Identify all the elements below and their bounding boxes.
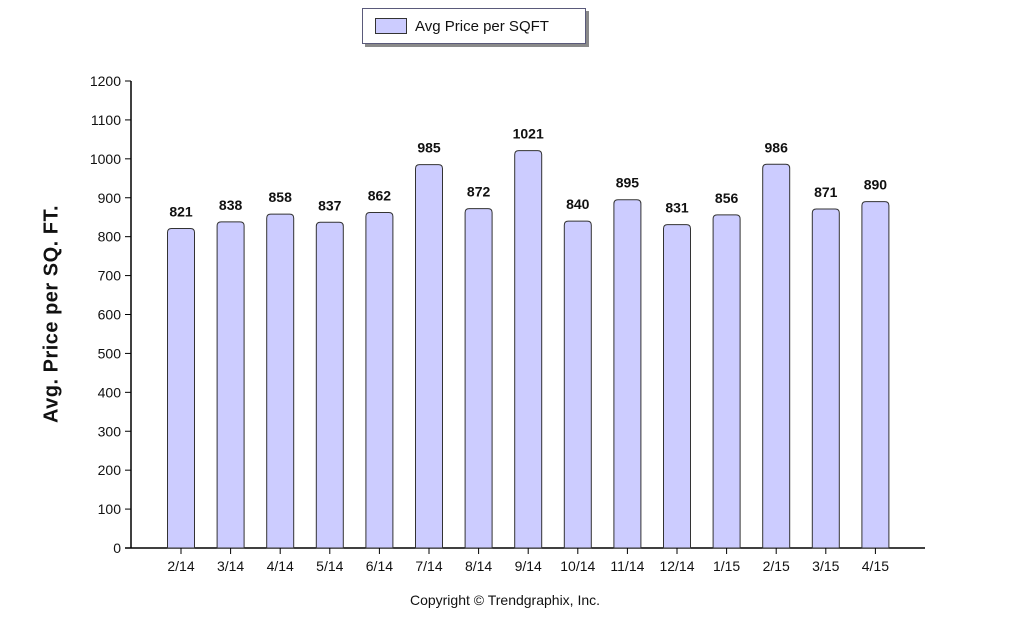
bar: [613, 199, 642, 549]
y-tick-label: 400: [98, 384, 122, 400]
data-label: 856: [715, 190, 739, 206]
y-tick-label: 1000: [90, 151, 121, 167]
y-tick-label: 500: [98, 345, 122, 361]
y-tick-label: 600: [98, 307, 122, 323]
x-tick-label: 7/14: [415, 558, 442, 574]
y-tick-label: 900: [98, 190, 122, 206]
x-tick-label: 8/14: [465, 558, 492, 574]
x-tick-label: 3/14: [217, 558, 244, 574]
data-label: 831: [665, 200, 689, 216]
x-tick-label: 6/14: [366, 558, 393, 574]
y-tick-label: 700: [98, 268, 122, 284]
x-tick-label: 10/14: [560, 558, 595, 574]
bar: [811, 208, 840, 549]
x-tick-label: 4/15: [862, 558, 889, 574]
x-tick-label: 2/14: [167, 558, 194, 574]
y-tick-label: 300: [98, 423, 122, 439]
data-label: 821: [169, 203, 193, 219]
bar: [514, 150, 543, 549]
x-tick-label: 2/15: [763, 558, 790, 574]
data-label: 1021: [513, 126, 544, 142]
copyright-text: Copyright © Trendgraphix, Inc.: [409, 592, 601, 608]
data-label: 840: [566, 196, 590, 212]
y-tick-label: 0: [113, 540, 121, 556]
bar: [415, 164, 443, 549]
x-tick-label: 3/15: [812, 558, 839, 574]
y-tick-label: 100: [98, 501, 122, 517]
y-tick-label: 1100: [91, 112, 121, 128]
data-label: 872: [467, 184, 491, 200]
bar: [167, 227, 195, 549]
data-label: 838: [219, 197, 243, 213]
legend: Avg Price per SQFT: [362, 8, 586, 44]
data-label: 890: [864, 177, 888, 193]
y-tick-label: 800: [98, 229, 122, 245]
x-tick-label: 5/14: [316, 558, 343, 574]
bar: [663, 224, 691, 549]
data-label: 862: [368, 188, 392, 204]
data-label: 871: [814, 184, 838, 200]
bar: [563, 220, 592, 549]
bar: [861, 201, 890, 549]
x-tick-label: 12/14: [659, 558, 694, 574]
x-tick-label: 4/14: [267, 558, 294, 574]
bar: [315, 221, 344, 549]
bar: [712, 214, 741, 549]
data-label: 986: [765, 139, 789, 155]
legend-swatch: [375, 18, 407, 34]
data-label: 895: [616, 175, 640, 191]
bar: [365, 212, 394, 549]
x-tick-label: 11/14: [610, 558, 644, 574]
bar: [762, 163, 791, 549]
data-label: 985: [417, 140, 441, 156]
y-tick-label: 200: [98, 462, 122, 478]
bar: [464, 208, 493, 549]
x-tick-label: 1/15: [713, 558, 740, 574]
data-label: 837: [318, 197, 342, 213]
bar: [266, 213, 295, 549]
x-tick-label: 9/14: [515, 558, 542, 574]
y-tick-label: 1200: [90, 73, 121, 89]
bar: [216, 221, 245, 549]
legend-label: Avg Price per SQFT: [415, 17, 549, 35]
data-label: 858: [269, 189, 293, 205]
